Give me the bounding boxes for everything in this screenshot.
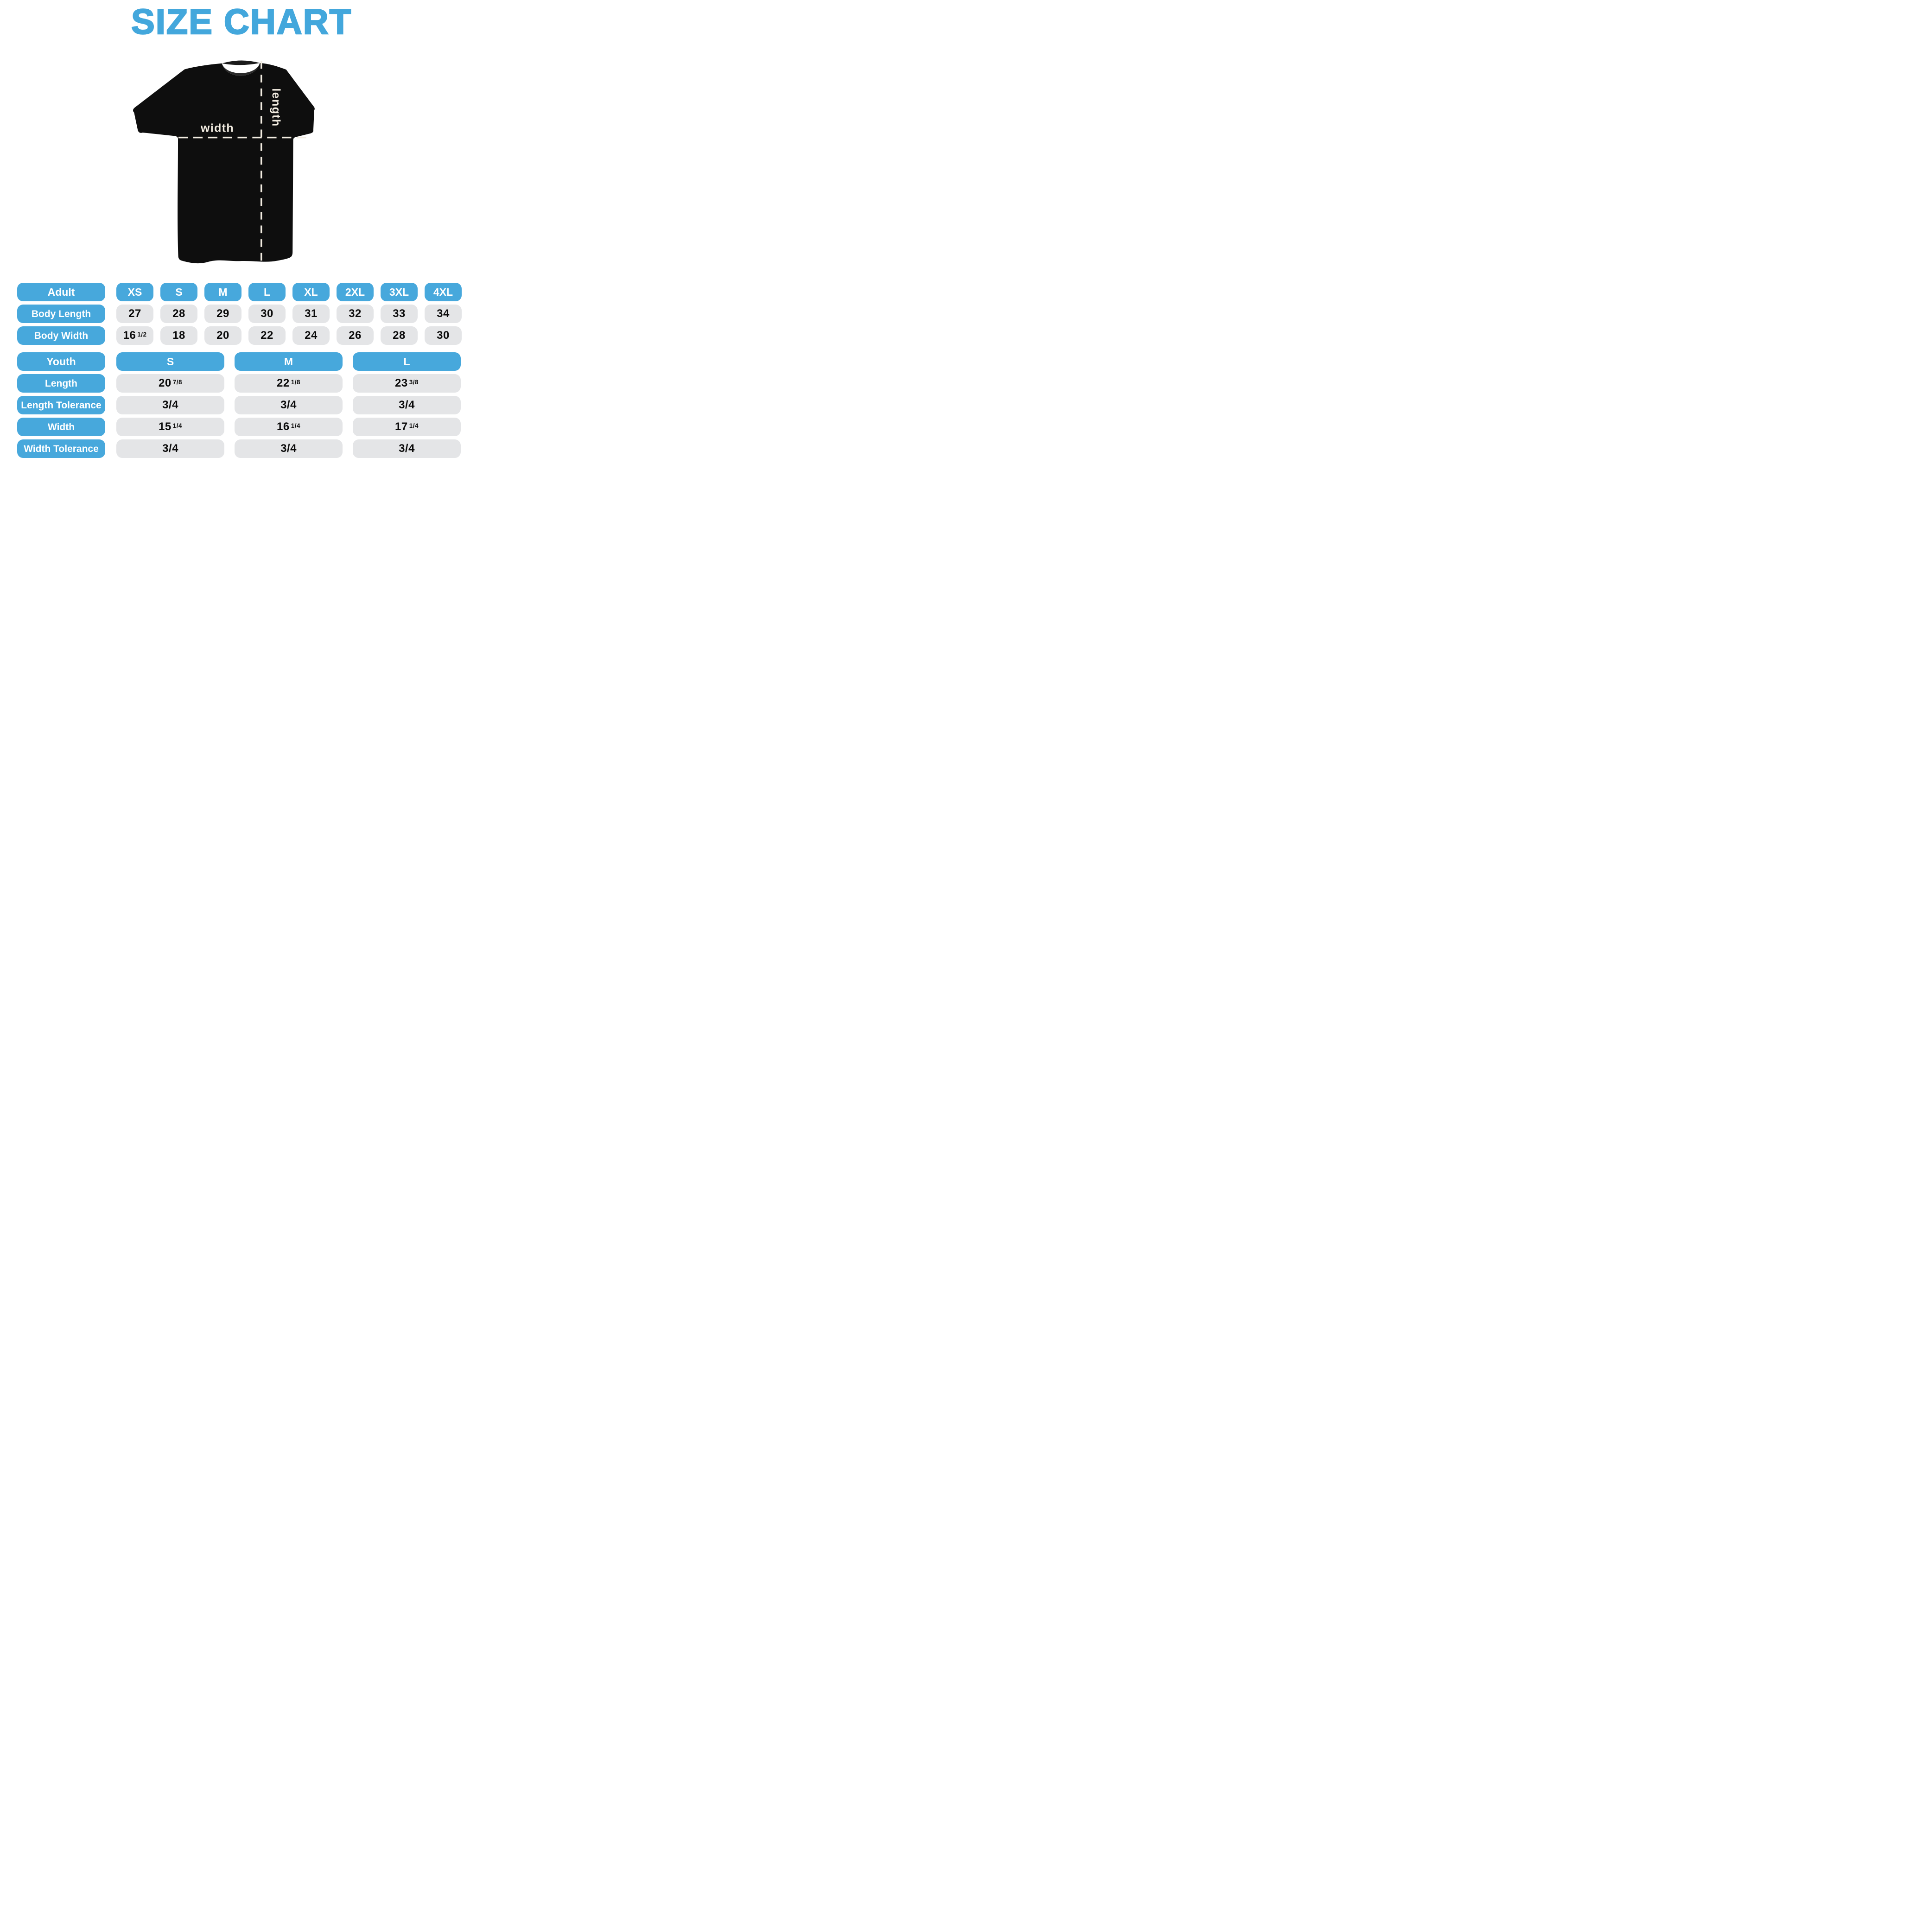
adult-size-header-2xl: 2XL bbox=[337, 283, 374, 301]
tshirt-diagram: width length bbox=[127, 55, 342, 273]
length-label: length bbox=[269, 88, 282, 127]
size-value-cell: 3/4 bbox=[116, 396, 224, 414]
youth-length-row: Length 20 7/8 22 1/8 23 3/8 bbox=[17, 374, 466, 393]
row-label: Length bbox=[17, 374, 105, 393]
adult-size-header-3xl: 3XL bbox=[381, 283, 418, 301]
youth-width-tolerance-row: Width Tolerance 3/4 3/4 3/4 bbox=[17, 439, 466, 458]
size-value-cell: 27 bbox=[116, 305, 153, 323]
size-value-cell: 15 1/4 bbox=[116, 418, 224, 436]
size-value-cell: 16 1/4 bbox=[235, 418, 343, 436]
size-value-cell: 31 bbox=[292, 305, 330, 323]
size-value-cell: 34 bbox=[425, 305, 462, 323]
size-value-cell: 30 bbox=[425, 326, 462, 345]
tshirt-collar bbox=[222, 63, 260, 76]
row-label: Width Tolerance bbox=[17, 439, 105, 458]
youth-length-tolerance-row: Length Tolerance 3/4 3/4 3/4 bbox=[17, 396, 466, 414]
tshirt-illustration: width length bbox=[133, 60, 315, 264]
youth-size-header-l: L bbox=[353, 352, 461, 371]
tshirt-body bbox=[133, 63, 315, 264]
adult-size-header-4xl: 4XL bbox=[425, 283, 462, 301]
adult-size-header-m: M bbox=[204, 283, 242, 301]
size-value-cell: 29 bbox=[204, 305, 242, 323]
youth-width-row: Width 15 1/4 16 1/4 17 1/4 bbox=[17, 418, 466, 436]
size-chart-page: SIZE CHART width length Adult XS S M L X… bbox=[0, 0, 483, 483]
size-value-cell: 3/4 bbox=[353, 439, 461, 458]
youth-size-header-m: M bbox=[235, 352, 343, 371]
size-value-cell: 3/4 bbox=[116, 439, 224, 458]
adult-size-header-l: L bbox=[248, 283, 286, 301]
page-title: SIZE CHART bbox=[131, 2, 352, 42]
adult-body-length-row: Body Length 27 28 29 30 31 32 33 34 bbox=[17, 305, 466, 323]
tshirt-back-collar bbox=[222, 60, 260, 65]
size-value-cell: 17 1/4 bbox=[353, 418, 461, 436]
size-value-cell: 3/4 bbox=[235, 439, 343, 458]
size-value-cell: 28 bbox=[160, 305, 197, 323]
size-value-cell: 24 bbox=[292, 326, 330, 345]
row-label: Width bbox=[17, 418, 105, 436]
size-tables: Adult XS S M L XL 2XL 3XL 4XL Body Lengt… bbox=[17, 283, 466, 461]
youth-header-row: Youth S M L bbox=[17, 352, 466, 371]
youth-table-title: Youth bbox=[17, 352, 105, 371]
size-value-cell: 23 3/8 bbox=[353, 374, 461, 393]
size-value-cell: 33 bbox=[381, 305, 418, 323]
size-value-cell: 28 bbox=[381, 326, 418, 345]
size-value-cell: 32 bbox=[337, 305, 374, 323]
row-label: Body Length bbox=[17, 305, 105, 323]
row-label: Body Width bbox=[17, 326, 105, 345]
size-value-cell: 22 1/8 bbox=[235, 374, 343, 393]
adult-size-header-xl: XL bbox=[292, 283, 330, 301]
adult-header-row: Adult XS S M L XL 2XL 3XL 4XL bbox=[17, 283, 466, 301]
size-value-cell: 18 bbox=[160, 326, 197, 345]
adult-size-header-s: S bbox=[160, 283, 197, 301]
size-value-cell: 20 bbox=[204, 326, 242, 345]
width-label: width bbox=[200, 122, 234, 135]
size-value-cell: 3/4 bbox=[235, 396, 343, 414]
size-value-cell: 22 bbox=[248, 326, 286, 345]
adult-size-header-xs: XS bbox=[116, 283, 153, 301]
youth-size-header-s: S bbox=[116, 352, 224, 371]
size-value-cell: 16 1/2 bbox=[116, 326, 153, 345]
size-value-cell: 30 bbox=[248, 305, 286, 323]
size-value-cell: 26 bbox=[337, 326, 374, 345]
size-value-cell: 20 7/8 bbox=[116, 374, 224, 393]
row-label: Length Tolerance bbox=[17, 396, 105, 414]
adult-body-width-row: Body Width 16 1/2 18 20 22 24 26 28 30 bbox=[17, 326, 466, 345]
size-value-cell: 3/4 bbox=[353, 396, 461, 414]
adult-table-title: Adult bbox=[17, 283, 105, 301]
